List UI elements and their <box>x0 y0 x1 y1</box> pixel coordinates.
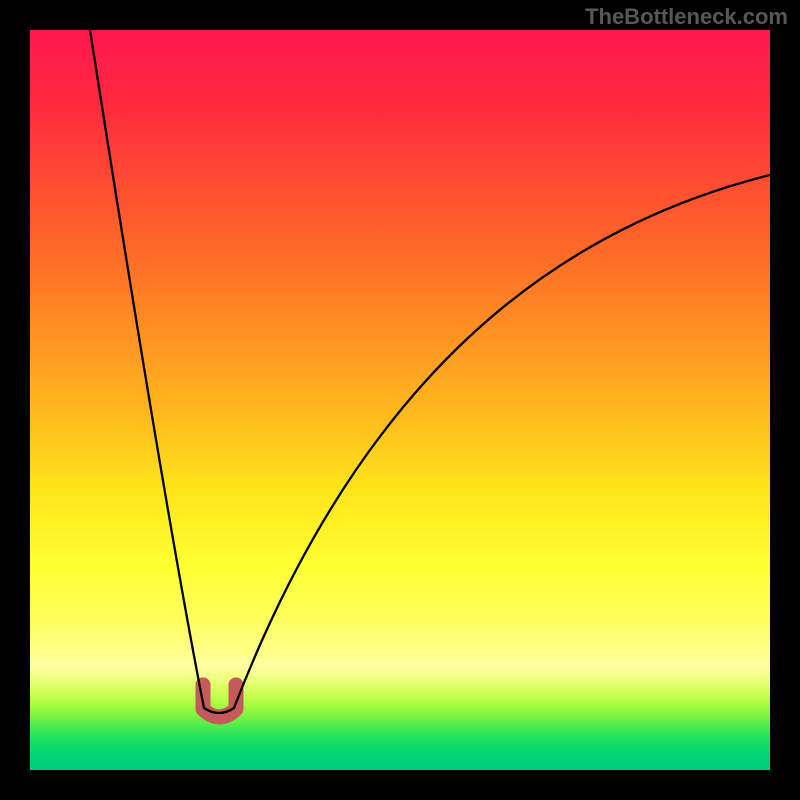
gradient-background <box>30 30 770 770</box>
plot-area <box>30 30 770 770</box>
watermark-text: TheBottleneck.com <box>585 4 788 30</box>
outer-frame: TheBottleneck.com <box>0 0 800 800</box>
chart-svg <box>30 30 770 770</box>
